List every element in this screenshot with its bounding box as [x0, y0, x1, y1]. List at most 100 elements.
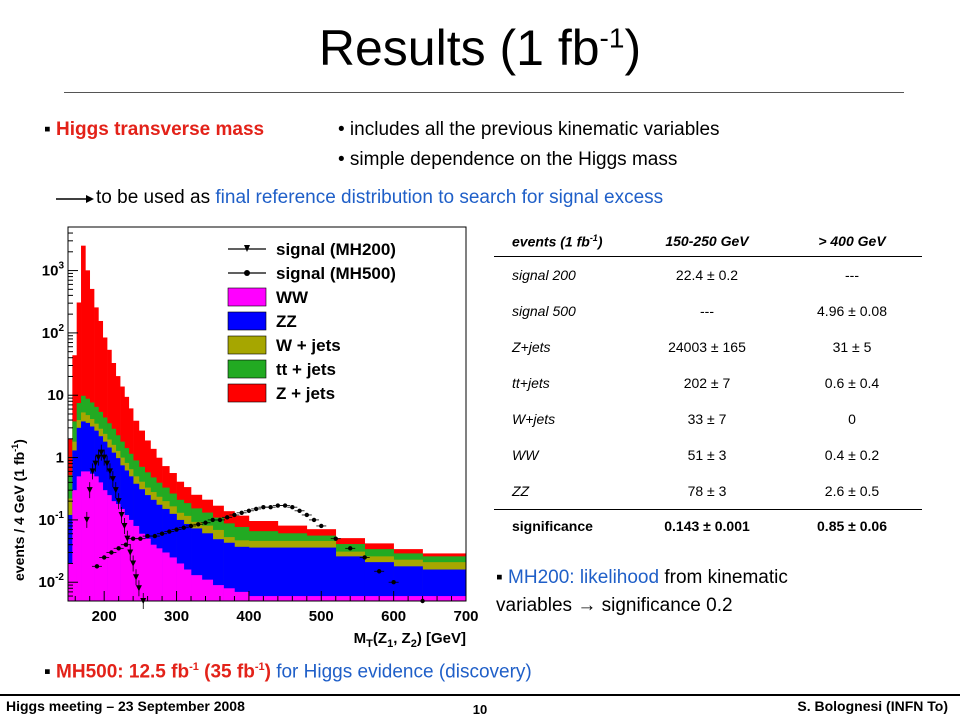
- slide-title: Results (1 fb-1): [0, 18, 960, 78]
- arrow-icon: [56, 195, 94, 203]
- histogram-bar: [191, 575, 203, 601]
- signal-mh200-point: [101, 454, 108, 461]
- signal-mh500-point: [253, 506, 259, 512]
- legend-swatch: [227, 335, 267, 355]
- histogram-bar: [223, 588, 235, 601]
- y-tick-label: 10: [47, 387, 64, 404]
- legend-swatch: [227, 287, 267, 307]
- histogram-bar: [102, 490, 108, 601]
- arrow-text-a: to be used as: [96, 187, 216, 208]
- histogram-bar: [98, 482, 104, 601]
- legend-swatch: [227, 311, 267, 331]
- row-label: tt+jets: [512, 375, 550, 391]
- legend-label: Z + jets: [276, 384, 335, 403]
- legend-swatch: [227, 359, 267, 379]
- signal-mh500-point: [348, 546, 353, 551]
- histogram-bar: [422, 596, 467, 601]
- signal-mh500-point: [101, 555, 107, 560]
- signal-mh200-point: [106, 468, 113, 475]
- histogram-bar: [212, 539, 224, 601]
- header-events: events (1 fb: [512, 233, 590, 250]
- x-tick-label: 700: [453, 608, 478, 625]
- row-value: 0.4 ± 0.2: [824, 447, 880, 463]
- legend-marker: [244, 245, 250, 252]
- histogram-bar: [144, 538, 151, 601]
- signal-mh500-point: [159, 531, 165, 536]
- histogram-bar: [234, 546, 250, 601]
- signal-mh500-point: [94, 564, 100, 569]
- table-header-cell: 150-250 GeV: [632, 226, 782, 257]
- signal-mh500-point: [167, 529, 172, 534]
- square-bullet-icon: ▪: [44, 119, 51, 140]
- histogram-bar: [183, 569, 192, 601]
- row-label: W+jets: [512, 411, 556, 427]
- signal-mh500-point: [391, 580, 396, 585]
- mh500-b: (35 fb: [198, 661, 255, 683]
- histogram-bar: [138, 533, 146, 601]
- row-value: ---: [845, 267, 859, 283]
- signal-mh200-series: [83, 444, 147, 609]
- signal-mh500-point: [268, 504, 273, 510]
- title-divider: [64, 92, 904, 93]
- mh500-d: for Higgs evidence (discovery): [270, 661, 532, 683]
- row-value: 2.6 ± 0.5: [824, 483, 880, 499]
- histogram-bar: [133, 525, 140, 601]
- x-tick-label: 200: [92, 608, 117, 625]
- mh500-sup1: -1: [189, 661, 199, 673]
- chart-legend: signal (MH200) signal (MH500) WW ZZ W + jets…: [221, 236, 459, 410]
- y-tick-label: 10-2: [38, 572, 64, 591]
- histogram-bar: [120, 508, 125, 601]
- histogram-bar: [422, 569, 467, 601]
- mh200-a: MH200: likelihood: [508, 567, 660, 588]
- legend-label: tt + jets: [276, 360, 336, 379]
- histogram-bar: [111, 501, 117, 601]
- histogram-bar: [150, 544, 157, 601]
- legend-label: WW: [276, 288, 309, 307]
- histogram-bar: [223, 542, 235, 601]
- footer-right: S. Bolognesi (INFN To): [797, 698, 948, 714]
- signal-mh500-point: [261, 504, 266, 510]
- signal-mh500-point: [232, 512, 237, 518]
- table-header-cell: > 400 GeV: [782, 226, 922, 257]
- title-main: Results (1 fb: [318, 20, 600, 76]
- signal-mh500-point: [319, 523, 324, 529]
- histogram-bar: [191, 528, 203, 601]
- signal-mh200-point: [133, 574, 140, 581]
- signal-mh500-point: [203, 520, 208, 525]
- bullet-higgs-mass: ▪ Higgs transverse mass: [44, 118, 264, 142]
- signal-mh500-point: [174, 527, 179, 532]
- signal-mh200-point: [121, 522, 128, 529]
- table-row: signal 200 22.4 ± 0.2 ---: [494, 257, 922, 294]
- legend-label: W + jets: [276, 336, 341, 355]
- signal-mh500-point: [217, 517, 223, 523]
- legend-label: signal (MH200): [276, 240, 396, 259]
- histogram-bar: [124, 514, 130, 601]
- header-close: ): [597, 233, 603, 250]
- y-tick-label: 10-1: [38, 510, 64, 529]
- signal-mh500-point: [297, 508, 302, 513]
- histogram-bar: [212, 585, 224, 601]
- row-label: ZZ: [512, 483, 530, 499]
- signal-mh200-point: [98, 449, 105, 456]
- signal-mh500-point: [304, 512, 309, 518]
- signal-mh200-point: [130, 560, 137, 567]
- row-value: 0.85 ± 0.06: [782, 509, 922, 542]
- arrow-text-b: final reference distribution to search f…: [215, 187, 664, 208]
- histogram-bar: [234, 591, 250, 601]
- signal-mh500-point: [275, 503, 281, 508]
- signal-mh500-point: [196, 522, 201, 527]
- mh500-sup2: -1: [254, 661, 265, 673]
- signal-mh500-point: [246, 508, 252, 513]
- x-axis-label: MT(Z1, Z2) [GeV]: [354, 630, 466, 650]
- histogram-bar: [156, 548, 163, 601]
- signal-mh500-point: [145, 533, 150, 539]
- row-value: 31 ± 5: [832, 339, 872, 355]
- row-value: 51 ± 3: [687, 447, 727, 463]
- signal-mh200-point: [135, 585, 142, 592]
- signal-mh500-point: [225, 515, 230, 520]
- signal-mh500-point: [333, 536, 338, 541]
- row-value: 202 ± 7: [683, 375, 731, 391]
- histogram-bar: [76, 476, 82, 601]
- signal-mh200-point: [104, 460, 111, 467]
- signal-mh500-point: [311, 517, 317, 523]
